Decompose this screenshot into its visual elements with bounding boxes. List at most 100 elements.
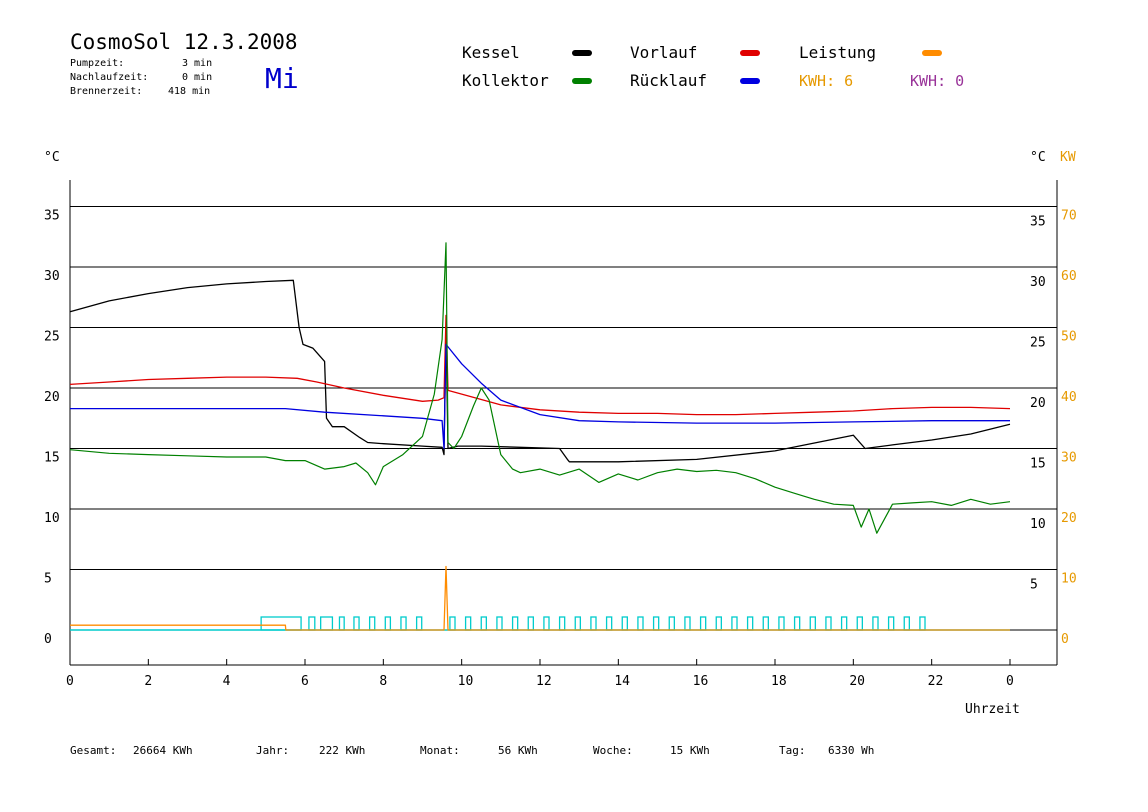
- kwh-total-2: KWH: 0: [910, 72, 965, 90]
- pump-pulse-13: [511, 616, 519, 631]
- pump-pulse-36: [872, 616, 879, 631]
- y-tick-left-5: 5: [44, 572, 52, 587]
- pump-pulse-7: [400, 616, 407, 631]
- pump-pulse-38: [903, 616, 910, 631]
- pump-pulse-39: [919, 616, 926, 631]
- y-tick-left-20: 20: [44, 390, 60, 405]
- footer-tag-value: 6330 Wh: [828, 744, 875, 757]
- pump-pulse-29: [762, 616, 769, 631]
- y-tick-left-0: 0: [44, 632, 52, 647]
- y-tick-left-30: 30: [44, 269, 60, 284]
- footer-woche-value: 15 KWh: [670, 744, 710, 757]
- series-line-vorlauf: [69, 314, 1011, 416]
- kwh-total-1: KWH: 6: [799, 72, 854, 90]
- x-tick-label-0: 0: [66, 674, 74, 689]
- weekday-label: Mi: [265, 62, 299, 95]
- y-tick-kw-40: 40: [1061, 390, 1077, 405]
- y-tick-kw-70: 70: [1061, 209, 1077, 224]
- pump-pulse-32: [809, 616, 816, 631]
- x-tick-label-9: 18: [771, 674, 787, 689]
- pump-pulse-15: [543, 616, 550, 631]
- footer-tag-label: Tag:: [779, 744, 806, 757]
- pump-pulse-10: [464, 616, 472, 631]
- y-tick-kw-20: 20: [1061, 511, 1077, 526]
- footer-gesamt-label: Gesamt:: [70, 744, 117, 757]
- y-tick-right-10: 10: [1030, 517, 1046, 532]
- legend-label-kessel: Kessel: [462, 43, 520, 62]
- y-tick-right-15: 15: [1030, 457, 1046, 472]
- pump-pulse-16: [558, 616, 566, 631]
- y-tick-right-25: 25: [1030, 336, 1046, 351]
- x-axis-label: Uhrzeit: [965, 702, 1020, 717]
- stat-brennerzeit-value: 418 min: [168, 86, 211, 97]
- legend-swatch-kessel: [572, 50, 592, 56]
- stat-pumpzeit-value: 3 min: [182, 58, 213, 69]
- series-line-kessel: [69, 279, 1011, 463]
- pump-pulse-33: [825, 616, 832, 631]
- pump-pulse-0: [260, 616, 302, 631]
- y-tick-kw-10: 10: [1061, 572, 1077, 587]
- pump-pulse-19: [605, 616, 613, 631]
- y-tick-kw-50: 50: [1061, 330, 1077, 345]
- pump-pulse-20: [621, 616, 628, 631]
- y-tick-left-25: 25: [44, 330, 60, 345]
- pump-pulse-8: [415, 616, 423, 631]
- stat-nachlaufzeit-value: 0 min: [182, 72, 213, 83]
- y-tick-kw-30: 30: [1061, 451, 1077, 466]
- pump-pulse-30: [778, 616, 785, 631]
- legend-swatch-vorlauf: [740, 50, 760, 56]
- pump-pulse-31: [793, 616, 801, 631]
- y-tick-kw-60: 60: [1061, 269, 1077, 284]
- y-tick-kw-0: 0: [1061, 632, 1069, 647]
- x-tick-label-12: 0: [1006, 674, 1014, 689]
- footer-jahr-value: 222 KWh: [319, 744, 366, 757]
- pump-pulse-5: [368, 616, 376, 631]
- pump-pulse-18: [590, 616, 597, 631]
- y-tick-left-10: 10: [44, 511, 60, 526]
- pump-pulse-26: [715, 616, 722, 631]
- y-tick-right-35: 35: [1030, 215, 1046, 230]
- footer-jahr-label: Jahr:: [256, 744, 290, 757]
- footer-gesamt-value: 26664 KWh: [133, 744, 193, 757]
- stat-pumpzeit-label: Pumpzeit:: [70, 58, 125, 69]
- pump-pulse-2: [320, 616, 334, 631]
- x-tick-label-3: 6: [301, 674, 309, 689]
- pump-pulse-35: [856, 616, 863, 631]
- series-line-leistung: [70, 565, 1010, 631]
- pump-pulse-4: [353, 616, 360, 631]
- pump-pulse-11: [480, 616, 487, 631]
- y-tick-left-35: 35: [44, 209, 60, 224]
- legend-label-ruecklauf: Rücklauf: [630, 71, 708, 90]
- stat-nachlaufzeit-label: Nachlaufzeit:: [70, 72, 149, 83]
- pump-pulse-34: [840, 616, 848, 631]
- legend-swatch-ruecklauf: [740, 78, 760, 84]
- footer-woche-label: Woche:: [593, 744, 633, 757]
- left-axis-unit: °C: [44, 150, 60, 165]
- footer-monat-value: 56 KWh: [498, 744, 538, 757]
- pump-pulse-22: [652, 616, 660, 631]
- pump-pulse-12: [496, 616, 503, 631]
- pump-pulse-25: [699, 616, 707, 631]
- x-tick-label-6: 12: [536, 674, 552, 689]
- pump-pulse-24: [684, 616, 691, 631]
- x-tick-label-2: 4: [223, 674, 231, 689]
- legend-swatch-leistung: [922, 50, 942, 56]
- legend-label-kollektor: Kollektor: [462, 71, 549, 90]
- x-tick-label-11: 22: [928, 674, 944, 689]
- right-axis-unit-kw: KW: [1060, 150, 1076, 165]
- x-tick-label-5: 10: [458, 674, 474, 689]
- legend-label-vorlauf: Vorlauf: [630, 43, 698, 62]
- pump-pulse-17: [574, 616, 581, 631]
- y-tick-right-20: 20: [1030, 396, 1046, 411]
- pump-pulse-1: [308, 616, 316, 631]
- pump-pulse-3: [338, 616, 345, 631]
- pump-pulse-37: [887, 616, 895, 631]
- pump-pulse-9: [449, 616, 456, 631]
- pump-pulse-23: [668, 616, 675, 631]
- x-tick-label-7: 14: [614, 674, 630, 689]
- pump-pulse-21: [637, 616, 644, 631]
- footer-monat-label: Monat:: [420, 744, 460, 757]
- pump-pulse-6: [384, 616, 392, 631]
- pump-pulse-28: [746, 616, 754, 631]
